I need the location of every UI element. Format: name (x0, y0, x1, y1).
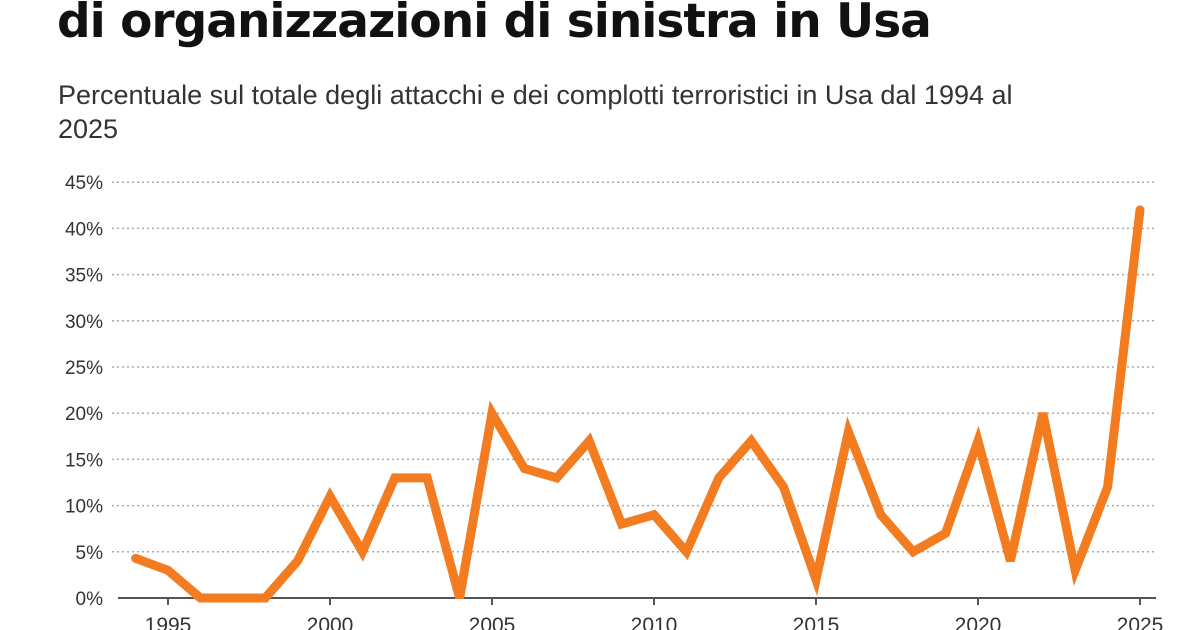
x-tick-label: 2010 (631, 614, 678, 630)
x-tick-label: 2025 (1117, 614, 1164, 630)
y-tick-label: 15% (65, 450, 103, 471)
x-tick-label: 2020 (955, 614, 1002, 630)
y-tick-label: 0% (76, 589, 104, 610)
y-tick-label: 20% (65, 404, 103, 425)
y-tick-label: 25% (65, 358, 103, 379)
x-tick-label: 1995 (145, 614, 192, 630)
y-tick-label: 40% (65, 219, 103, 240)
x-tick-label: 2015 (793, 614, 840, 630)
y-tick-label: 30% (65, 312, 103, 333)
y-tick-label: 45% (65, 173, 103, 194)
data-line (131, 205, 1145, 603)
y-tick-label: 5% (76, 543, 104, 564)
x-tick-label: 2005 (469, 614, 516, 630)
y-tick-label: 10% (65, 497, 103, 518)
chart-subtitle: Percentuale sul totale degli attacchi e … (58, 80, 1013, 144)
chart-title: di organizzazioni di sinistra in Usa (57, 0, 932, 49)
x-tick-label: 2000 (307, 614, 354, 630)
y-tick-label: 35% (65, 266, 103, 287)
